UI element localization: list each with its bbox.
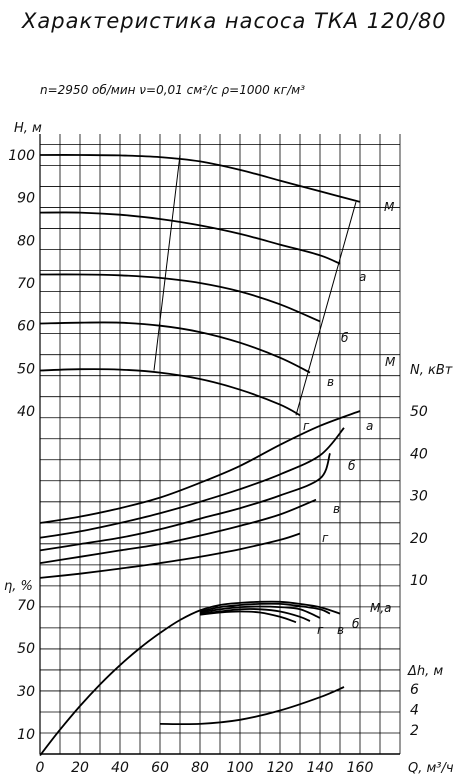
n-curve-label: М: [385, 355, 396, 369]
eta-curve-label: в: [337, 623, 344, 637]
N-curve: [39, 452, 331, 552]
N-curve: [39, 532, 301, 579]
x-tick-label: 40: [111, 760, 129, 776]
curves: [39, 154, 361, 757]
H-curve: [39, 273, 321, 323]
eta-curve: [199, 605, 321, 619]
H-curve: [39, 368, 301, 417]
N-curve: [39, 427, 345, 539]
x-axis-title: Q, м³/ч: [408, 761, 454, 776]
dh-tick-label: 4: [410, 703, 419, 719]
x-tick-label: 140: [307, 760, 334, 776]
h-curve-label: б: [341, 331, 349, 345]
dh-curve: [159, 686, 345, 726]
n-curve-label: в: [333, 502, 340, 516]
h-tick-label: 100: [8, 148, 35, 164]
x-tick-label: 80: [191, 760, 209, 776]
eta-curve: [39, 600, 341, 757]
h-tick-label: 80: [17, 233, 35, 249]
dh-tick-label: 6: [410, 682, 419, 698]
h-tick-label: 60: [17, 319, 35, 335]
operating-range-boundary: [153, 154, 181, 371]
x-tick-label: 60: [151, 760, 169, 776]
chart-title: Характеристика насоса ТКА 120/80: [21, 9, 447, 33]
eta-axis-title: η, %: [4, 579, 33, 594]
eta-tick-label: 50: [17, 641, 35, 657]
x-tick-label: 20: [71, 760, 89, 776]
H-curve: [39, 321, 311, 374]
n-curve-label: г: [322, 531, 329, 545]
axis-titles: H, м N, кВт η, % Δh, м Q, м³/ч: [4, 121, 454, 776]
tick-labels: 0 20 40 60 80 100 120 140 160 40 50 60 70 80 90 100 10 20…: [8, 148, 428, 776]
H-curve: [39, 211, 341, 265]
n-tick-label: 40: [410, 446, 428, 462]
eta-tick-label: 30: [17, 684, 35, 700]
n-tick-label: 10: [410, 573, 428, 589]
n-tick-label: 30: [410, 489, 428, 505]
n-tick-label: 50: [410, 404, 428, 420]
h-tick-label: 70: [17, 276, 35, 292]
eta-curve: [199, 610, 297, 624]
dh-axis-title: Δh, м: [407, 664, 443, 679]
h-curve-label: М: [384, 200, 395, 214]
N-curve: [39, 498, 317, 564]
eta-tick-label: 10: [17, 727, 35, 743]
h-tick-label: 90: [17, 191, 35, 207]
n-tick-label: 20: [410, 531, 428, 547]
eta-curve-label: б: [352, 617, 360, 631]
eta-curve: [199, 602, 331, 615]
grid: [39, 134, 401, 755]
x-tick-label: 0: [36, 760, 45, 776]
eta-tick-label: 70: [17, 598, 35, 614]
x-tick-label: 120: [267, 760, 294, 776]
dh-tick-label: 2: [410, 723, 419, 739]
n-axis-title: N, кВт: [410, 363, 453, 378]
n-curve-label: а: [366, 419, 373, 433]
n-curve-label: б: [348, 459, 356, 473]
h-axis-title: H, м: [14, 121, 42, 136]
eta-curve-label: М,а: [370, 601, 392, 615]
h-curve-label: а: [359, 270, 366, 284]
h-curve-label: в: [327, 375, 334, 389]
h-tick-label: 40: [17, 404, 35, 420]
operating-range-boundary: [295, 201, 357, 416]
N-curve: [39, 410, 361, 524]
H-curve: [39, 154, 361, 203]
h-curve-label: г: [303, 419, 310, 433]
operating-parameters: n=2950 об/мин ν=0,01 см²/с ρ=1000 кг/м³: [40, 83, 305, 97]
eta-curve: [199, 608, 311, 622]
x-tick-label: 160: [347, 760, 374, 776]
h-tick-label: 50: [17, 361, 35, 377]
x-tick-label: 100: [227, 760, 254, 776]
eta-curve-label: г: [317, 623, 324, 637]
